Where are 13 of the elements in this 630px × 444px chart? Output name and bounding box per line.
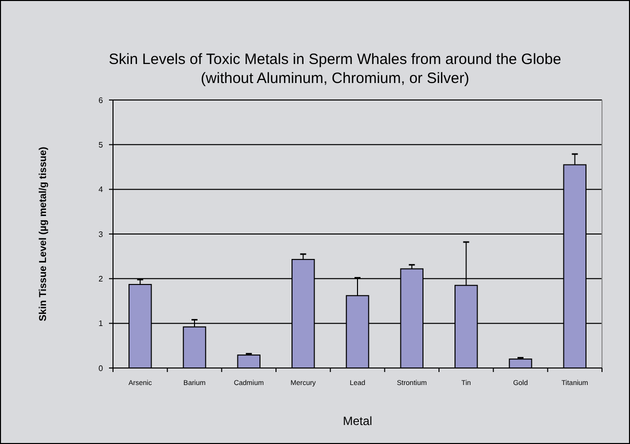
y-tick-label: 5 — [98, 140, 104, 150]
chart-title: Skin Levels of Toxic Metals in Sperm Whales from around the Globe — [108, 51, 562, 68]
bar — [237, 354, 260, 368]
x-axis-title: Metal — [342, 414, 372, 428]
chart-subtitle: (without Aluminum, Chromium, or Silver) — [200, 70, 470, 87]
y-tick-label: 0 — [98, 364, 104, 373]
y-tick-label: 4 — [98, 185, 104, 194]
y-tick-label: 3 — [98, 230, 104, 239]
y-tick-label: 1 — [98, 319, 104, 328]
y-tick-label: 2 — [98, 274, 104, 284]
bar — [508, 358, 532, 368]
y-tick-label: 6 — [98, 96, 104, 105]
y-axis-title: Skin Tissue Level (µg metal/g tissue) — [38, 146, 49, 322]
